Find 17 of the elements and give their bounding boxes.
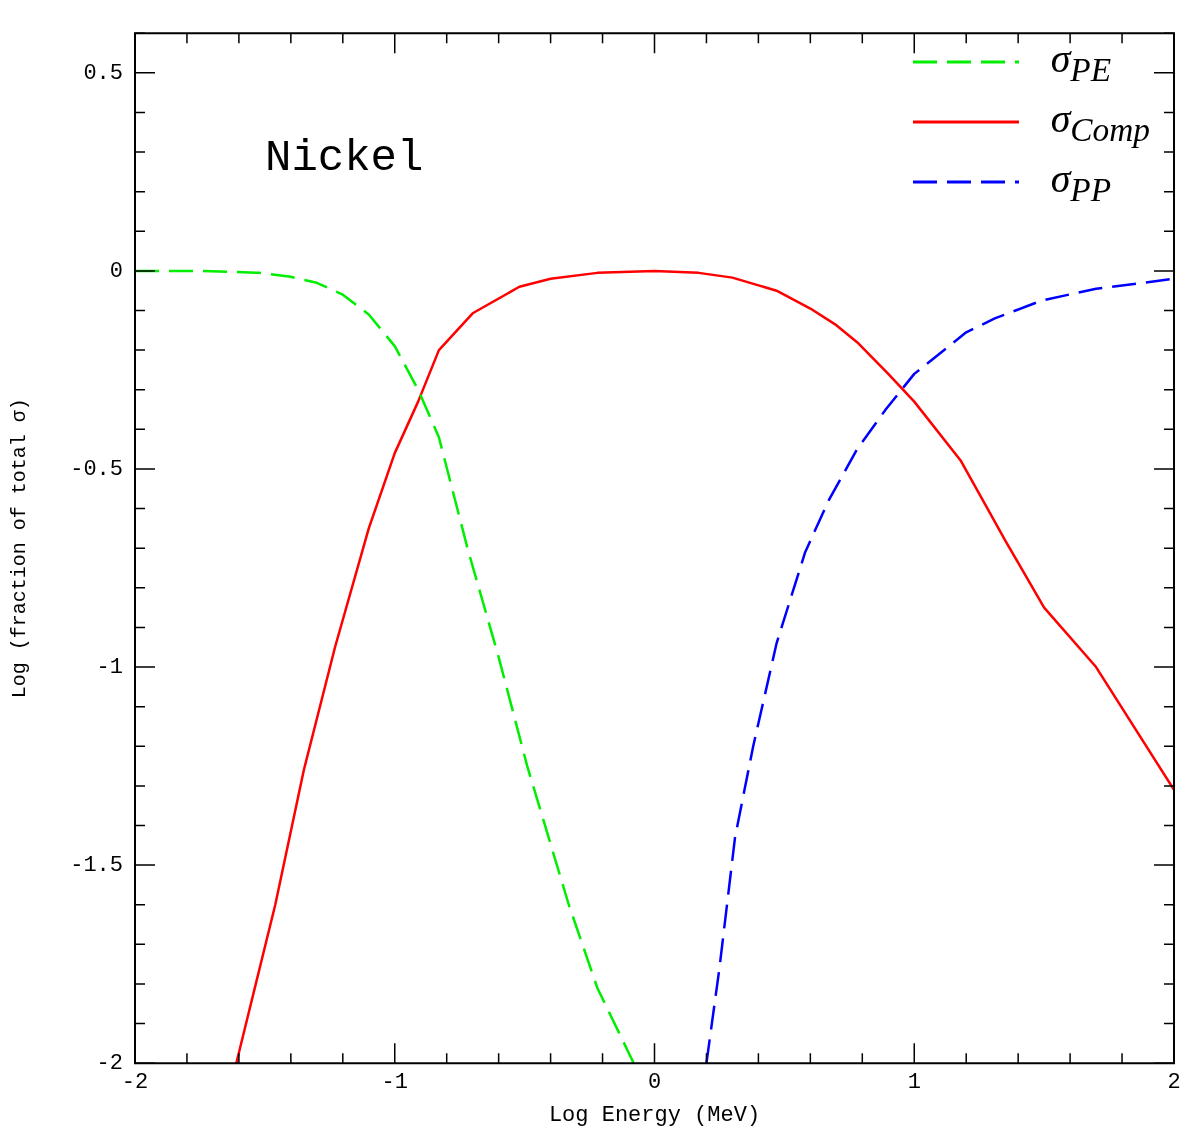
legend-label: σ$_{PE}$ xyxy=(1050,35,1112,89)
x-axis-title: Log Energy (MeV) xyxy=(548,1102,761,1128)
legend-label: σ$_{PP}$ xyxy=(1050,155,1112,209)
y-tick-label: 0 xyxy=(109,258,123,284)
y-tick-label: -1 xyxy=(96,654,123,680)
y-tick-label: -1.5 xyxy=(70,852,123,878)
x-tick-label: 1 xyxy=(907,1070,921,1096)
x-tick-label: 0 xyxy=(647,1070,662,1096)
y-tick-label: -2 xyxy=(96,1051,123,1077)
x-tick-label: 2 xyxy=(1167,1070,1181,1096)
annotation: Nickel xyxy=(265,132,424,183)
y-axis-title: Log (fraction of total σ) xyxy=(8,398,32,699)
legend-label: σ$_{Comp}$ xyxy=(1050,95,1150,149)
x-tick-label: -2 xyxy=(121,1070,149,1096)
y-tick-label: -0.5 xyxy=(70,456,123,482)
y-tick-label: 0.5 xyxy=(83,60,123,86)
x-tick-label: -1 xyxy=(381,1070,408,1096)
